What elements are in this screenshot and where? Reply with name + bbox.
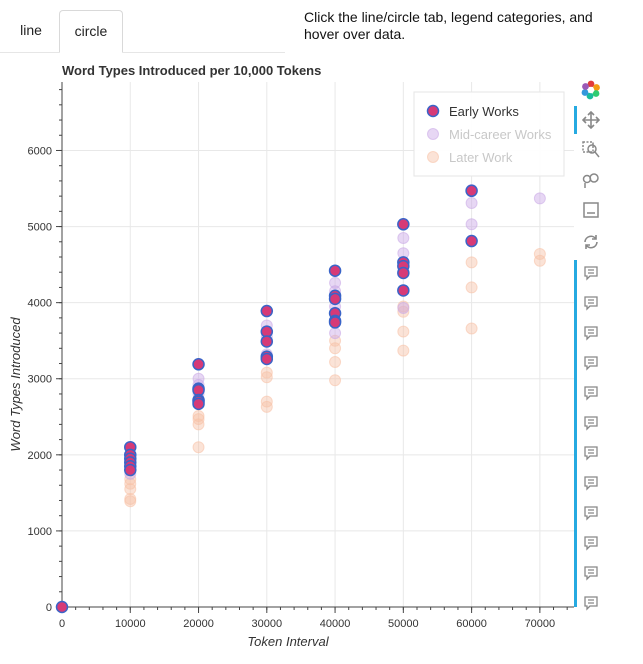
scatter-chart: 0 10000 20000 30000 40000 50000 60000 70000 0 100… [8,63,574,649]
data-point-mid-career-works[interactable] [329,276,342,289]
data-point-early-works[interactable] [465,234,478,248]
data-point-early-works[interactable] [465,184,478,198]
chart-title: Word Types Introduced per 10,000 Tokens [62,63,321,78]
box-zoom-icon[interactable] [580,140,602,160]
data-point-later-work[interactable] [465,322,478,335]
x-tick-label: 10000 [115,618,146,630]
hover-icon[interactable] [580,533,602,553]
hover-icon[interactable] [580,503,602,523]
y-tick-label: 4000 [28,298,52,310]
hover-icon[interactable] [580,383,602,403]
tab-bar: line circle [0,0,285,53]
data-point-early-works[interactable] [260,335,274,348]
data-point-mid-career-works[interactable] [329,327,342,340]
x-axis-label: Token Interval [247,634,329,649]
data-point-early-works[interactable] [397,284,410,297]
data-point-later-work[interactable] [329,356,342,368]
data-point-mid-career-works[interactable] [397,301,410,314]
data-point-early-works[interactable] [192,397,205,411]
hover-icon[interactable] [580,353,602,373]
hover-icon[interactable] [580,563,602,583]
data-point-later-work[interactable] [533,254,546,267]
data-point-later-work[interactable] [465,256,478,269]
data-point-later-work[interactable] [397,344,410,357]
y-tick-label: 1000 [28,526,52,538]
data-point-early-works[interactable] [397,218,410,231]
hover-icon[interactable] [580,323,602,343]
chart-toolbar [574,80,606,611]
data-point-early-works[interactable] [397,266,410,280]
data-point-later-work[interactable] [124,483,137,496]
data-point-mid-career-works[interactable] [465,218,478,231]
x-tick-label: 0 [59,618,65,630]
hover-icon[interactable] [580,473,602,493]
tab-circle[interactable]: circle [59,10,123,53]
data-point-early-works[interactable] [124,463,137,477]
data-point-early-works[interactable] [192,358,205,371]
wheel-zoom-icon[interactable] [580,170,602,190]
data-point-later-work[interactable] [260,400,273,413]
data-point-mid-career-works[interactable] [533,192,546,205]
data-point-early-works[interactable] [55,600,69,614]
data-point-later-work[interactable] [192,418,205,431]
data-point-later-work[interactable] [329,342,342,355]
x-tick-label: 50000 [388,618,419,630]
data-point-later-work[interactable] [124,495,137,508]
y-tick-label: 5000 [28,222,52,234]
bokeh-logo-icon[interactable] [580,80,602,100]
y-tick-label: 3000 [28,374,52,386]
legend-item-label: Early Works [449,104,519,119]
active-tool-indicator [574,260,577,607]
data-point-mid-career-works[interactable] [397,231,410,244]
x-tick-label: 60000 [456,618,487,630]
data-point-later-work[interactable] [260,366,273,379]
y-axis-label: Word Types Introduced [8,317,23,452]
x-tick-label: 70000 [525,618,556,630]
data-point-later-work[interactable] [397,305,410,318]
reset-icon[interactable] [580,232,602,252]
hover-icon[interactable] [580,413,602,433]
data-point-later-work[interactable] [192,410,205,423]
active-tool-indicator [574,106,577,134]
save-icon[interactable] [580,200,602,220]
hover-icon[interactable] [580,263,602,283]
data-point-early-works[interactable] [328,292,342,306]
data-point-later-work[interactable] [397,325,410,338]
pan-icon[interactable] [580,110,602,130]
legend-marker[interactable] [427,151,439,163]
y-tick-label: 6000 [28,145,52,157]
legend-marker[interactable] [427,128,439,140]
instructions-text: Click the line/circle tab, legend catego… [304,9,593,42]
x-tick-label: 20000 [183,618,214,630]
hover-icon[interactable] [580,293,602,313]
data-point-later-work[interactable] [192,441,205,454]
x-tick-label: 40000 [320,618,351,630]
legend-marker[interactable] [426,104,440,118]
data-point-later-work[interactable] [260,371,273,384]
y-tick-label: 2000 [28,450,52,462]
data-point-early-works[interactable] [328,316,342,329]
legend-item-label: Mid-career Works [449,127,552,142]
data-point-mid-career-works[interactable] [465,196,478,209]
data-point-later-work[interactable] [329,374,342,387]
data-point-early-works[interactable] [328,264,342,277]
data-point-later-work[interactable] [533,247,546,260]
data-point-early-works[interactable] [260,352,274,366]
y-tick-label: 0 [46,602,52,614]
hover-icon[interactable] [580,593,602,613]
tab-line[interactable]: line [20,22,42,38]
data-point-later-work[interactable] [465,281,478,294]
data-point-early-works[interactable] [260,304,274,318]
x-tick-label: 30000 [252,618,283,630]
legend-item-label: Later Work [449,150,513,165]
hover-icon[interactable] [580,443,602,463]
